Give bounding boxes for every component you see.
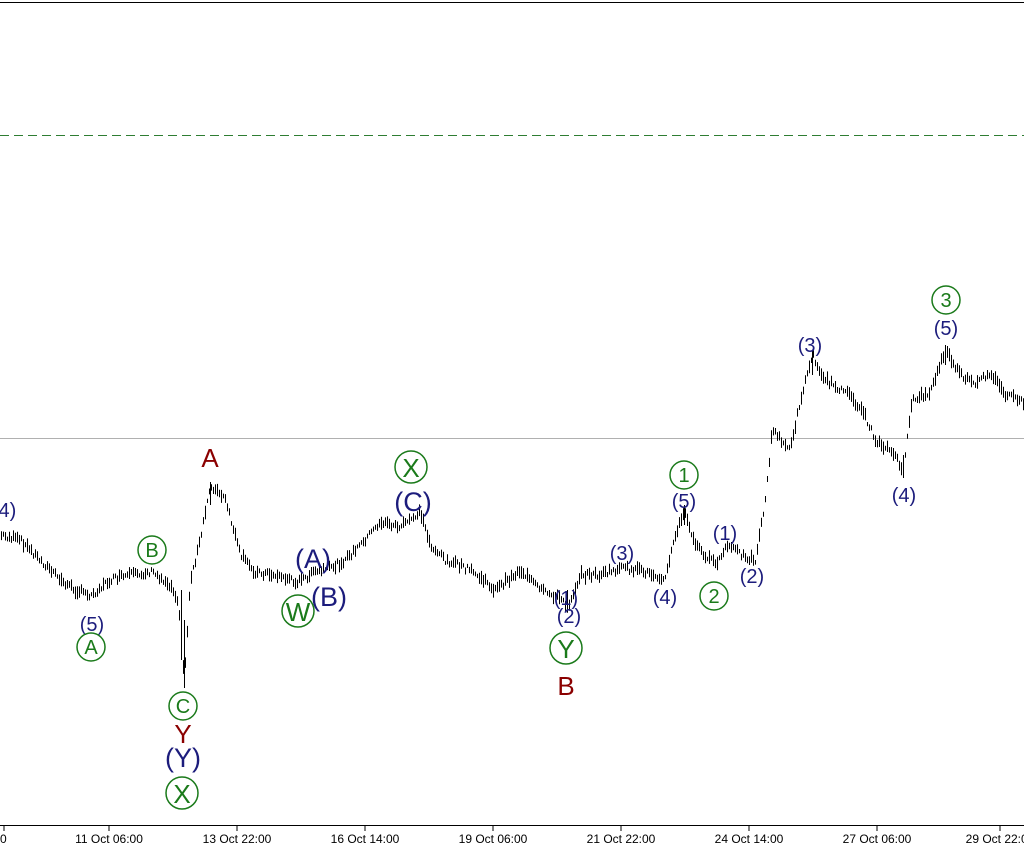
wave-label: A — [76, 632, 106, 662]
wave-label-text: W — [286, 597, 311, 627]
wave-label-text: 3 — [940, 290, 951, 312]
wave-label: (1) — [713, 523, 737, 545]
wave-label-text: B — [557, 671, 574, 701]
wave-label: (A) — [295, 544, 331, 574]
wave-label: 3 — [931, 285, 961, 315]
wave-label: (4) — [653, 587, 677, 609]
wave-label-circle — [76, 632, 106, 662]
wave-label-circle — [699, 581, 729, 611]
x-tick-label: 21 Oct 22:00 — [587, 832, 656, 846]
wave-label-text: 2 — [708, 586, 719, 608]
wave-label-text: (2) — [557, 606, 581, 628]
x-tick-label: 13 Oct 22:00 — [203, 832, 272, 846]
wave-label: (5) — [80, 614, 104, 636]
wave-label-text: (B) — [311, 582, 347, 612]
wave-label-text: (5) — [672, 491, 696, 513]
wave-label: (C) — [394, 487, 431, 517]
wave-label-text: (Y) — [165, 743, 201, 773]
wave-label: (3) — [610, 543, 634, 565]
wave-label: X — [165, 776, 199, 810]
wave-label-text: (5) — [80, 614, 104, 636]
wave-label-text: (C) — [394, 487, 431, 517]
wave-label-text: (2) — [740, 566, 764, 588]
x-tick-label: 24 Oct 14:00 — [715, 832, 784, 846]
wave-labels: (4)(5)ABCY(Y)XA(A)(B)W(C)X(1)(2)YB(3)(4)… — [0, 285, 961, 810]
wave-label: C — [168, 691, 198, 721]
wave-label-circle — [669, 460, 699, 490]
wave-label-circle — [137, 535, 167, 565]
x-tick-label: 27 Oct 06:00 — [843, 832, 912, 846]
wave-label: (2) — [557, 606, 581, 628]
x-axis: 00 11 Oct 06:00 13 Oct 22:00 16 Oct 14:00 19… — [0, 826, 1024, 846]
x-tick-label: 29 Oct 22:00 — [966, 832, 1024, 846]
wave-label-text: (4) — [653, 587, 677, 609]
wave-label-text: (4) — [0, 500, 16, 522]
wave-label: (2) — [740, 566, 764, 588]
wave-label: 2 — [699, 581, 729, 611]
wave-label-text: (3) — [798, 335, 822, 357]
x-tick-label: 16 Oct 14:00 — [331, 832, 400, 846]
wave-label-circle — [549, 631, 583, 665]
wave-label-text: C — [176, 696, 190, 718]
wave-label-circle — [394, 450, 428, 484]
wave-label-circle — [281, 594, 315, 628]
x-tick-label: 11 Oct 06:00 — [75, 832, 143, 846]
wave-label-text: (1) — [713, 523, 737, 545]
wave-label-circle — [165, 776, 199, 810]
wave-label-text: A — [84, 637, 98, 659]
wave-label: (Y) — [165, 743, 201, 773]
wave-label: Y — [549, 631, 583, 665]
wave-label-text: B — [145, 540, 158, 562]
wave-label: 1 — [669, 460, 699, 490]
wave-label-text: X — [173, 779, 190, 809]
wave-label-text: Y — [557, 634, 574, 664]
wave-label: Y — [174, 719, 191, 749]
wave-label-text: 1 — [678, 465, 689, 487]
wave-label: (5) — [934, 318, 958, 340]
wave-label: (3) — [798, 335, 822, 357]
wave-label: (B) — [311, 582, 347, 612]
wave-label: (4) — [0, 500, 16, 522]
wave-label: (1) — [554, 588, 578, 610]
x-tick-label: 00 — [0, 832, 7, 846]
wave-label: B — [557, 671, 574, 701]
wave-label-circle — [931, 285, 961, 315]
wave-label: (5) — [672, 491, 696, 513]
wave-label-text: (1) — [554, 588, 578, 610]
wave-label-text: Y — [174, 719, 191, 749]
wave-label: (4) — [892, 485, 916, 507]
price-bars — [1, 345, 1024, 688]
x-tick-label: 19 Oct 06:00 — [459, 832, 528, 846]
wave-label-text: X — [402, 453, 419, 483]
wave-label: W — [281, 594, 315, 628]
wave-label-text: A — [201, 443, 219, 473]
wave-label-text: (4) — [892, 485, 916, 507]
wave-label: X — [394, 450, 428, 484]
wave-label-text: (A) — [295, 544, 331, 574]
wave-label: A — [201, 443, 219, 473]
wave-label-text: (5) — [934, 318, 958, 340]
wave-label: B — [137, 535, 167, 565]
wave-label-circle — [168, 691, 198, 721]
wave-label-text: (3) — [610, 543, 634, 565]
